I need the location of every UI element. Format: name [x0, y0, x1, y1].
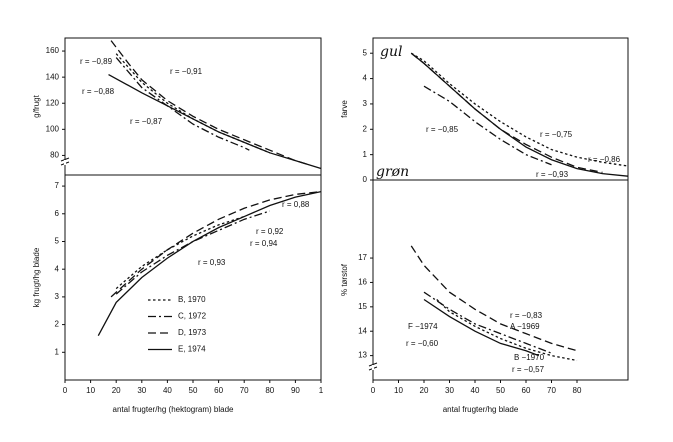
series-line [423, 298, 539, 357]
x-axis-label: antal frugter/hg blade [443, 405, 519, 414]
annotation: F −1974 [408, 322, 438, 331]
annotation: r = −0,57 [512, 365, 545, 374]
y-tick-label: 4 [55, 264, 60, 273]
y-tick-label: 1 [55, 347, 60, 356]
panel-frame [372, 179, 629, 381]
legend-label: E, 1974 [178, 345, 206, 354]
annotation: r = −0,85 [426, 125, 459, 134]
series-line [410, 52, 629, 167]
x-tick-label: 20 [112, 386, 121, 395]
x-tick-label: 10 [86, 386, 95, 395]
y-tick-label: 80 [50, 151, 59, 160]
legend-label: C, 1972 [178, 312, 207, 321]
annotation: r = 0,92 [256, 227, 284, 236]
y-tick-label: 100 [46, 124, 60, 133]
y-tick-label: 5 [363, 48, 368, 57]
legend-label: B, 1970 [178, 295, 206, 304]
axis-break-gap [372, 365, 374, 370]
y-tick-label: 4 [363, 74, 368, 83]
y-tick-label: 1 [363, 150, 368, 159]
x-tick-label: 0 [371, 386, 376, 395]
x-axis-label: antal frugter/hg (hektogram) blade [113, 405, 235, 414]
y-tick-label: 160 [46, 46, 60, 55]
x-tick-label: 90 [291, 386, 300, 395]
axis-break-gap [64, 160, 66, 165]
series-line [410, 245, 578, 352]
x-tick-label: 20 [420, 386, 429, 395]
annotation: r = 0,93 [198, 258, 226, 267]
annotation: r = −0,83 [510, 311, 543, 320]
y-tick-label: 15 [358, 302, 367, 311]
series-line [410, 52, 629, 177]
series-line [115, 53, 271, 154]
x-tick-label: 40 [471, 386, 480, 395]
y-tick-label: 2 [363, 124, 368, 133]
annotation: grøn [376, 164, 409, 180]
y-tick-label: 16 [358, 278, 367, 287]
annotation: r = −0,75 [540, 130, 573, 139]
series-line [115, 210, 271, 295]
y-tick-label: 7 [55, 181, 60, 190]
series-line [436, 299, 578, 362]
y-axis-label: kg frugt/hg blade [32, 247, 41, 307]
annotation: r = −0,91 [170, 67, 203, 76]
x-tick-label: 60 [214, 386, 223, 395]
series-line [423, 291, 552, 354]
series-line [110, 40, 309, 166]
y-tick-label: 140 [46, 72, 60, 81]
x-tick-label: 80 [573, 386, 582, 395]
x-tick-label: 30 [445, 386, 454, 395]
series-line [410, 52, 603, 174]
y-tick-label: 13 [358, 351, 367, 360]
annotation: r = −0,86 [588, 155, 621, 164]
y-tick-label: 3 [363, 99, 368, 108]
x-tick-label: 0 [63, 386, 68, 395]
y-tick-label: 14 [358, 326, 367, 335]
x-tick-label: 30 [137, 386, 146, 395]
annotation: r = −0,60 [406, 339, 439, 348]
annotation: r = 0,94 [250, 239, 278, 248]
legend-label: D, 1973 [178, 328, 207, 337]
annotation: r = 0,88 [282, 200, 310, 209]
series-line [115, 215, 245, 290]
annotation: r = −0,93 [536, 170, 569, 179]
annotation: r = −0,87 [130, 117, 163, 126]
x-tick-label: 10 [394, 386, 403, 395]
y-axis-label: farve [340, 100, 349, 118]
y-tick-label: 3 [55, 292, 60, 301]
y-tick-label: 2 [55, 320, 60, 329]
x-tick-label: 70 [547, 386, 556, 395]
series-line [97, 190, 322, 336]
y-tick-label: 0 [363, 175, 368, 184]
series-line [115, 57, 250, 151]
annotation: gul [380, 44, 402, 60]
x-tick-label: 60 [522, 386, 531, 395]
annotation: r = −0,88 [82, 87, 115, 96]
y-axis-label: g/frugt [32, 94, 41, 117]
x-tick-label: 70 [240, 386, 249, 395]
x-tick-label: 1 [319, 386, 324, 395]
y-tick-label: 6 [55, 209, 60, 218]
y-tick-label: 120 [46, 98, 60, 107]
annotation: r = −0,89 [80, 57, 113, 66]
y-tick-label: 17 [358, 253, 367, 262]
annotation: A −1969 [510, 322, 540, 331]
series-line [110, 190, 322, 298]
x-tick-label: 50 [496, 386, 505, 395]
annotation: B −1970 [514, 353, 545, 362]
x-tick-label: 40 [163, 386, 172, 395]
y-axis-label: % tørstof [340, 263, 349, 296]
x-tick-label: 80 [265, 386, 274, 395]
y-tick-label: 5 [55, 237, 60, 246]
x-tick-label: 50 [189, 386, 198, 395]
